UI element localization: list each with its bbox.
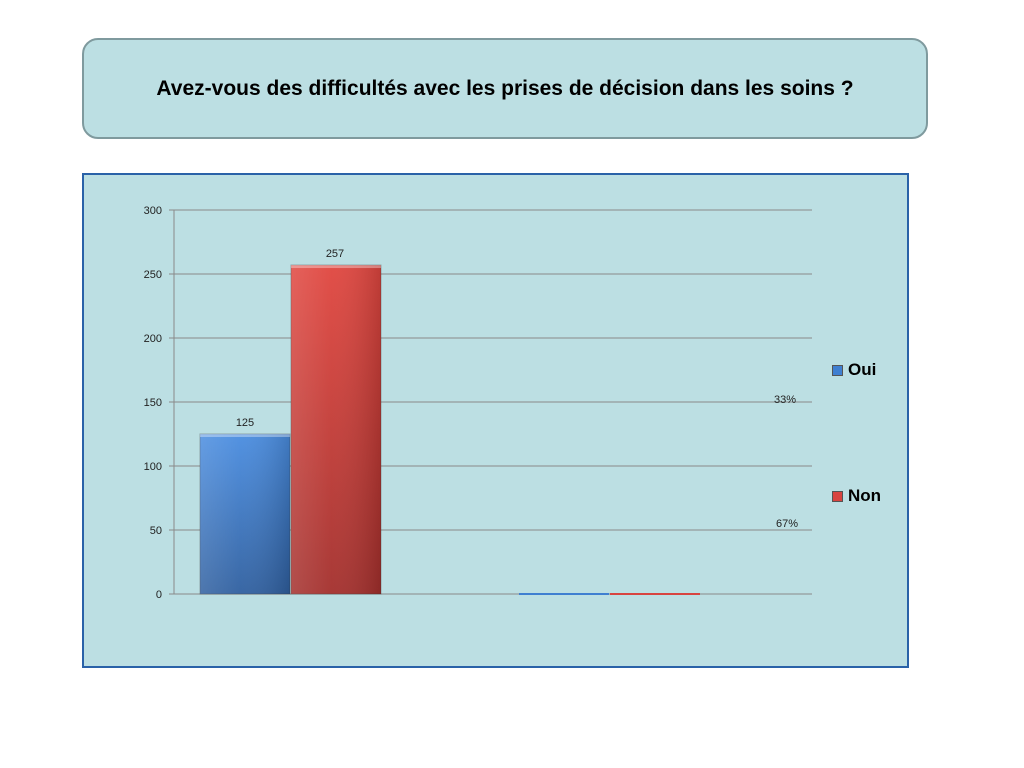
title-box: Avez-vous des difficultés avec les prise… <box>82 38 928 139</box>
y-tick-label: 0 <box>156 589 162 601</box>
y-tick-label: 50 <box>150 525 162 537</box>
y-tick-label: 100 <box>144 461 162 473</box>
y-tick-label: 250 <box>144 269 162 281</box>
bar-top-highlight <box>291 265 381 269</box>
bar-top-highlight <box>200 434 290 437</box>
legend-label-oui: Oui <box>848 360 877 379</box>
y-tick-label: 300 <box>144 205 162 217</box>
bar-shine <box>200 434 290 594</box>
y-tick-label: 200 <box>144 333 162 345</box>
data-label-non: 257 <box>326 248 344 260</box>
data-label-oui: 125 <box>236 417 254 429</box>
legend-label-non: Non <box>848 486 882 505</box>
legend-item-oui: Oui <box>832 360 876 380</box>
percent-annotation-oui: 33% <box>774 394 797 406</box>
legend-item-non: Non <box>832 486 881 506</box>
bar-chart: 0 50 100 150 200 250 300 125 257 <box>144 205 812 601</box>
legend-swatch-non <box>832 490 843 502</box>
bar-shine <box>291 265 381 594</box>
y-tick-label: 150 <box>144 397 162 409</box>
chart-title: Avez-vous des difficultés avec les prise… <box>156 77 854 100</box>
legend-swatch-oui <box>832 364 843 376</box>
percent-annotation-non: 67% <box>776 518 799 530</box>
chart-panel: 0 50 100 150 200 250 300 125 257 Oui Non 33% 67% <box>82 173 909 668</box>
